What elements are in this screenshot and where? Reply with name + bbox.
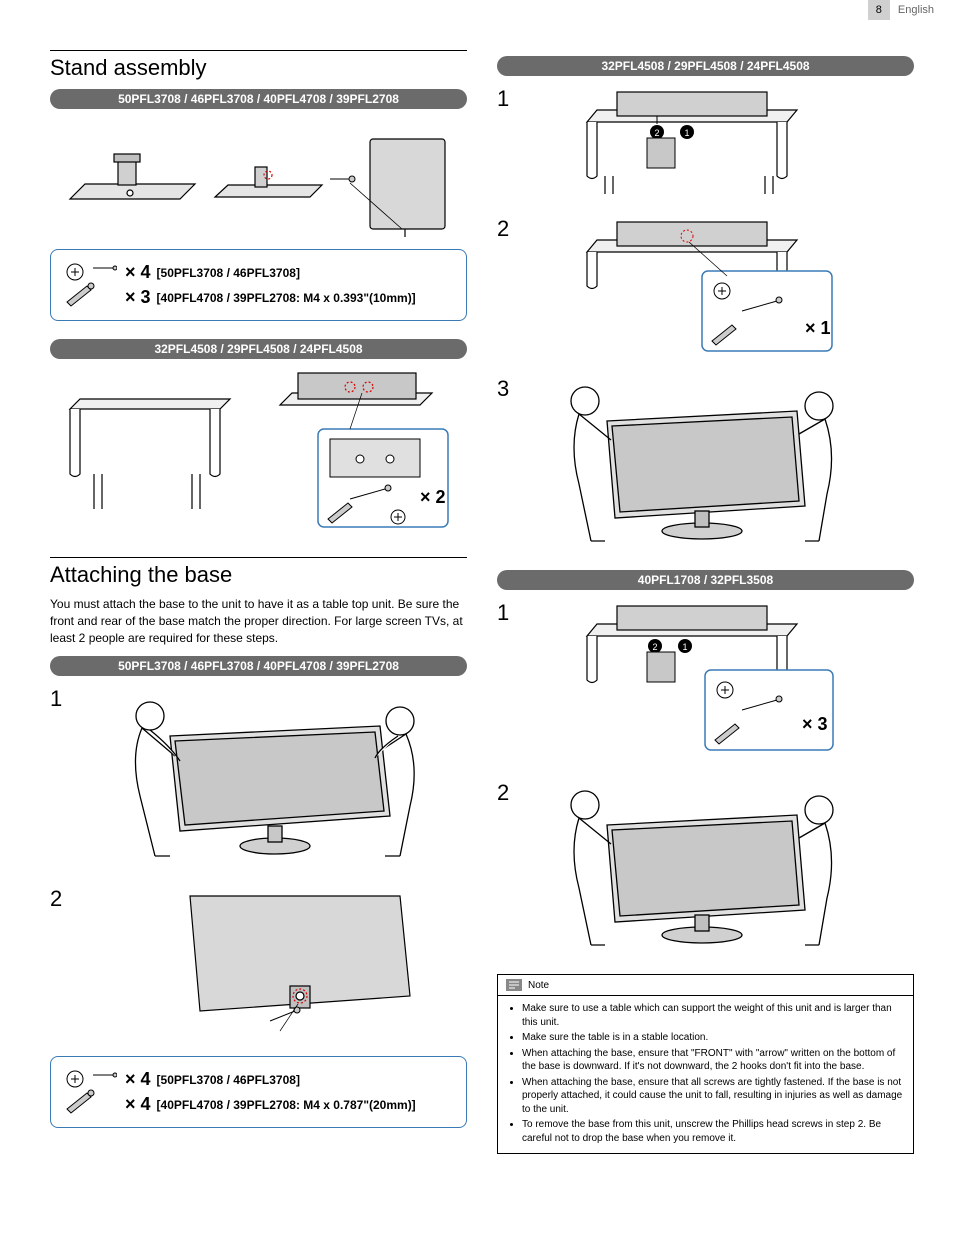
screw-qty: × 4 [125, 1069, 151, 1090]
step-row: 1 2 1 [497, 86, 914, 206]
note-header: Note [498, 975, 913, 995]
step-row: 3 [497, 376, 914, 556]
content-columns: Stand assembly 50PFL3708 / 46PFL3708 / 4… [50, 50, 914, 1154]
svg-text:1: 1 [682, 642, 687, 652]
note-item: When attaching the base, ensure that "FR… [522, 1047, 903, 1074]
page-number: 8 [868, 0, 890, 20]
page-header: 8 English [868, 0, 934, 20]
svg-text:× 3: × 3 [802, 714, 828, 734]
attach-base-step2-figure [80, 886, 467, 1036]
step-number: 1 [50, 686, 80, 712]
note-item: To remove the base from this unit, unscr… [522, 1118, 903, 1145]
screw-qty: × 4 [125, 1094, 151, 1115]
screw-callout-1: × 4 [50PFL3708 / 46PFL3708] × 3 [40PFL47… [50, 249, 467, 321]
screw-row: × 4 [40PFL4708 / 39PFL2708: M4 x 0.787"(… [125, 1094, 454, 1115]
left-column: Stand assembly 50PFL3708 / 46PFL3708 / 4… [50, 50, 467, 1154]
screw-label: [40PFL4708 / 39PFL2708: M4 x 0.393"(10mm… [157, 291, 416, 305]
screw-label: [50PFL3708 / 46PFL3708] [157, 266, 300, 280]
screw-row: × 4 [50PFL3708 / 46PFL3708] [125, 262, 454, 283]
model-bar: 40PFL1708 / 32PFL3508 [497, 570, 914, 590]
screw-row: × 3 [40PFL4708 / 39PFL2708: M4 x 0.393"(… [125, 287, 454, 308]
right-column: 32PFL4508 / 29PFL4508 / 24PFL4508 1 2 [497, 50, 914, 1154]
screw-qty-text: × 2 [420, 487, 446, 507]
attaching-base-title: Attaching the base [50, 557, 467, 588]
step-number: 2 [497, 780, 527, 806]
model-bar: 32PFL4508 / 29PFL4508 / 24PFL4508 [50, 339, 467, 359]
model-bar: 32PFL4508 / 29PFL4508 / 24PFL4508 [497, 56, 914, 76]
step-number: 3 [497, 376, 527, 402]
r-g1-step2-figure: × 1 [527, 216, 914, 356]
attaching-base-intro: You must attach the base to the unit to … [50, 596, 467, 646]
note-item: Make sure the table is in a stable locat… [522, 1031, 903, 1045]
r-g2-step2-figure [527, 780, 914, 950]
note-item: When attaching the base, ensure that all… [522, 1076, 903, 1117]
svg-text:2: 2 [654, 128, 659, 138]
stand-assembly-diagram-1 [50, 119, 467, 239]
screw-label: [40PFL4708 / 39PFL2708: M4 x 0.787"(20mm… [157, 1098, 416, 1112]
screw-label: [50PFL3708 / 46PFL3708] [157, 1073, 300, 1087]
screw-callout-2: × 4 [50PFL3708 / 46PFL3708] × 4 [40PFL47… [50, 1056, 467, 1128]
svg-text:1: 1 [684, 128, 689, 138]
step-row: 1 [50, 686, 467, 876]
step-row: 1 2 1 × 3 [497, 600, 914, 770]
screw-qty: × 4 [125, 262, 151, 283]
r-g1-step3-figure [527, 376, 914, 546]
step-row: 2 [50, 886, 467, 1046]
step-number: 1 [497, 86, 527, 112]
stand-assembly-title: Stand assembly [50, 50, 467, 81]
note-box: Note Make sure to use a table which can … [497, 974, 914, 1154]
r-g2-step1-figure: 2 1 × 3 [527, 600, 914, 760]
step-row: 2 × 1 [497, 216, 914, 366]
note-body: Make sure to use a table which can suppo… [498, 995, 913, 1153]
r-g1-step1-figure: 2 1 [527, 86, 914, 196]
model-bar: 50PFL3708 / 46PFL3708 / 40PFL4708 / 39PF… [50, 89, 467, 109]
note-title: Note [528, 980, 549, 991]
svg-text:2: 2 [652, 642, 657, 652]
note-icon [506, 979, 522, 991]
stand-assembly-diagram-2: × 2 [50, 369, 467, 539]
screw-row: × 4 [50PFL3708 / 46PFL3708] [125, 1069, 454, 1090]
step-number: 2 [50, 886, 80, 912]
svg-text:× 1: × 1 [805, 318, 831, 338]
note-item: Make sure to use a table which can suppo… [522, 1002, 903, 1029]
model-bar: 50PFL3708 / 46PFL3708 / 40PFL4708 / 39PF… [50, 656, 467, 676]
page-language: English [898, 4, 934, 16]
attach-base-step1-figure [80, 686, 467, 866]
screw-qty: × 3 [125, 287, 151, 308]
step-row: 2 [497, 780, 914, 960]
step-number: 2 [497, 216, 527, 242]
step-number: 1 [497, 600, 527, 626]
